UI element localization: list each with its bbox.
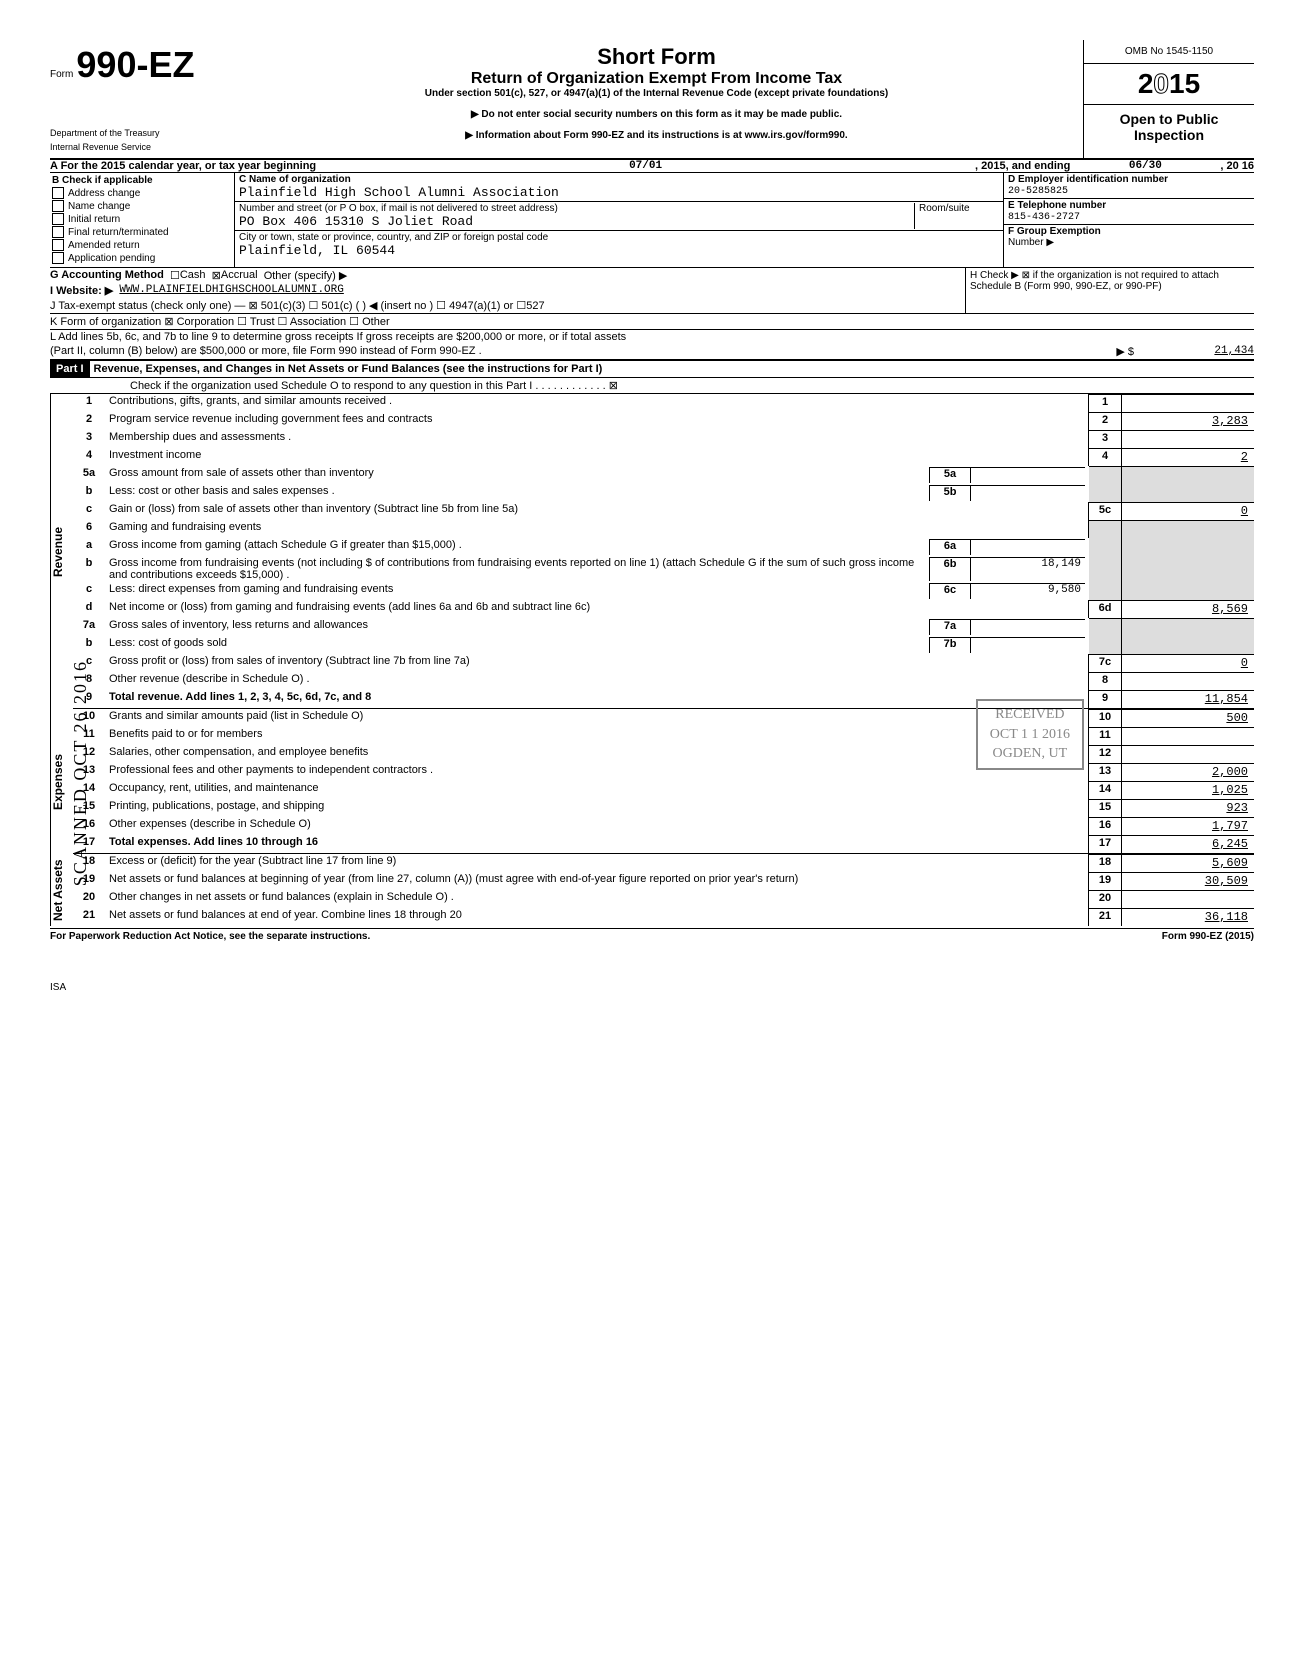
cb-amended[interactable] bbox=[52, 239, 64, 251]
form-number: 990-EZ bbox=[76, 44, 194, 85]
title-small: Under section 501(c), 527, or 4947(a)(1)… bbox=[238, 88, 1075, 99]
line-j: J Tax-exempt status (check only one) — ⊠… bbox=[50, 298, 965, 313]
b-col: B Check if applicable Address change Nam… bbox=[50, 173, 235, 267]
tel: 815-436-2727 bbox=[1008, 212, 1080, 223]
val-5c: 0 bbox=[1122, 502, 1254, 520]
row-a-prefix: A For the 2015 calendar year, or tax yea… bbox=[50, 160, 316, 172]
val-16: 1,797 bbox=[1122, 817, 1254, 835]
isa: ISA bbox=[50, 982, 1254, 993]
val-9: 11,854 bbox=[1122, 690, 1254, 708]
cb-final[interactable] bbox=[52, 226, 64, 238]
cb-pending[interactable] bbox=[52, 252, 64, 264]
row-a-suffix: , 20 16 bbox=[1220, 160, 1254, 172]
cb-address[interactable] bbox=[52, 187, 64, 199]
row-a-mid: , 2015, and ending bbox=[975, 160, 1070, 172]
part1-title: Revenue, Expenses, and Changes in Net As… bbox=[90, 363, 603, 375]
val-4: 2 bbox=[1122, 448, 1254, 466]
val-13: 2,000 bbox=[1122, 763, 1254, 781]
org-addr: PO Box 406 15310 S Joliet Road bbox=[239, 214, 473, 229]
title-box: Short Form Return of Organization Exempt… bbox=[230, 40, 1083, 158]
line-k: K Form of organization ⊠ Corporation ☐ T… bbox=[50, 314, 1254, 330]
side-revenue: Revenue bbox=[50, 394, 73, 709]
title-sub: Return of Organization Exempt From Incom… bbox=[238, 70, 1075, 88]
cb-initial[interactable] bbox=[52, 213, 64, 225]
row-a: A For the 2015 calendar year, or tax yea… bbox=[50, 160, 1254, 173]
footer-left: For Paperwork Reduction Act Notice, see … bbox=[50, 931, 370, 942]
part1-label: Part I bbox=[50, 361, 90, 377]
val-15: 923 bbox=[1122, 799, 1254, 817]
omb-box: OMB No 1545-1150 2015 Open to Public Ins… bbox=[1083, 40, 1254, 158]
cb-name[interactable] bbox=[52, 200, 64, 212]
footer-right: Form 990-EZ (2015) bbox=[1162, 931, 1254, 942]
org-city: Plainfield, IL 60544 bbox=[239, 243, 395, 258]
omb: OMB No 1545-1150 bbox=[1084, 40, 1254, 64]
open-public: Open to Public Inspection bbox=[1084, 105, 1254, 158]
val-14: 1,025 bbox=[1122, 781, 1254, 799]
note1: ▶ Do not enter social security numbers o… bbox=[238, 109, 1075, 120]
ein: 20-5285825 bbox=[1008, 186, 1068, 197]
note2: ▶ Information about Form 990-EZ and its … bbox=[238, 130, 1075, 141]
gross-receipts: 21,434 bbox=[1134, 345, 1254, 358]
row-a-begin: 07/01 bbox=[316, 160, 975, 172]
val-2: 3,283 bbox=[1122, 412, 1254, 430]
received-stamp: RECEIVED OCT 1 1 2016 OGDEN, UT bbox=[976, 699, 1084, 770]
part1-check: Check if the organization used Schedule … bbox=[50, 378, 1254, 394]
row-a-end: 06/30 bbox=[1070, 160, 1220, 172]
form-box: Form 990-EZ Department of the Treasury I… bbox=[50, 40, 230, 158]
dept2: Internal Revenue Service bbox=[50, 140, 230, 154]
d-col: D Employer identification number20-52858… bbox=[1003, 173, 1254, 267]
org-name: Plainfield High School Alumni Associatio… bbox=[239, 185, 559, 200]
val-19: 30,509 bbox=[1122, 872, 1254, 890]
val-6c: 9,580 bbox=[971, 583, 1085, 599]
tax-year: 2015 bbox=[1084, 64, 1254, 105]
website: WWW.PLAINFIELDHIGHSCHOOLALUMNI.ORG bbox=[119, 284, 343, 297]
val-7c: 0 bbox=[1122, 654, 1254, 672]
val-10: 500 bbox=[1122, 709, 1254, 727]
val-6b: 18,149 bbox=[971, 557, 1085, 581]
b-label: B Check if applicable bbox=[52, 175, 232, 186]
val-21: 36,118 bbox=[1122, 908, 1254, 926]
title-main: Short Form bbox=[238, 44, 1075, 70]
val-6d: 8,569 bbox=[1122, 600, 1254, 618]
dept1: Department of the Treasury bbox=[50, 126, 230, 140]
side-netassets: Net Assets bbox=[50, 854, 73, 926]
side-expenses: Expenses bbox=[50, 709, 73, 854]
c-col: C Name of organizationPlainfield High Sc… bbox=[235, 173, 1003, 267]
val-17: 6,245 bbox=[1122, 835, 1254, 853]
form-prefix: Form bbox=[50, 69, 73, 80]
line-l1: L Add lines 5b, 6c, and 7b to line 9 to … bbox=[50, 330, 1254, 344]
val-18: 5,609 bbox=[1122, 854, 1254, 872]
h-box: H Check ▶ ⊠ if the organization is not r… bbox=[965, 268, 1254, 313]
